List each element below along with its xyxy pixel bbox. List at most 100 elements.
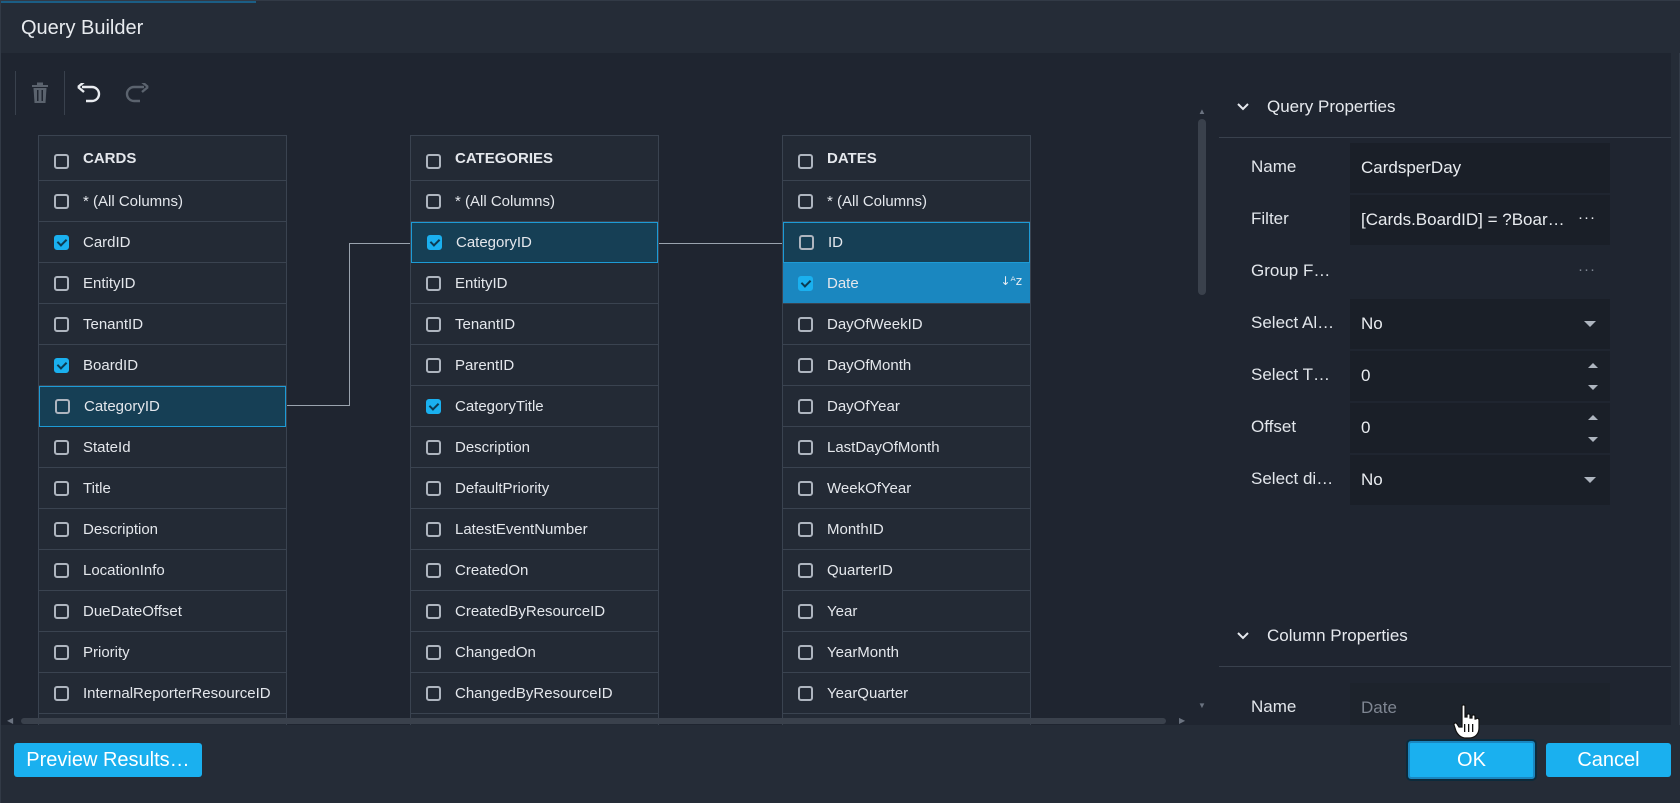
column-checkbox[interactable] bbox=[798, 193, 813, 209]
column-row[interactable]: QuarterID bbox=[783, 550, 1030, 591]
column-row[interactable]: * (All Columns) bbox=[783, 181, 1030, 222]
scroll-down-arrow[interactable]: ▼ bbox=[1198, 701, 1206, 710]
column-checkbox[interactable] bbox=[54, 316, 69, 332]
column-row[interactable]: LatestEventNumber bbox=[411, 509, 658, 550]
column-checkbox[interactable] bbox=[426, 603, 441, 619]
ok-button[interactable]: OK bbox=[1408, 741, 1535, 779]
column-row[interactable]: StateId bbox=[39, 427, 286, 468]
sort-ascending-icon[interactable]: ↓ᴬz bbox=[1000, 274, 1022, 288]
column-row[interactable]: CardID bbox=[39, 222, 286, 263]
column-checkbox[interactable] bbox=[798, 685, 813, 701]
spin-up-icon[interactable] bbox=[1588, 363, 1598, 368]
column-checkbox[interactable] bbox=[798, 480, 813, 496]
undo-button[interactable] bbox=[65, 71, 113, 115]
column-row[interactable]: ID bbox=[783, 222, 1030, 263]
table-cards[interactable]: CARDS * (All Columns) CardID EntityID Tenant… bbox=[38, 135, 287, 725]
table-select-all-checkbox[interactable] bbox=[54, 153, 69, 169]
column-checkbox[interactable] bbox=[798, 357, 813, 373]
column-checkbox[interactable] bbox=[798, 316, 813, 332]
ellipsis-icon[interactable]: ··· bbox=[1578, 209, 1596, 226]
column-checkbox[interactable] bbox=[426, 357, 441, 373]
table-dates[interactable]: DATES * (All Columns) ID Date ↓ᴬz DayOfWeekID… bbox=[782, 135, 1031, 725]
table-select-all-checkbox[interactable] bbox=[426, 153, 441, 169]
property-field[interactable]: CardsperDay bbox=[1350, 143, 1610, 193]
column-row[interactable]: Priority bbox=[39, 632, 286, 673]
delete-button[interactable] bbox=[16, 71, 64, 115]
column-row[interactable]: WeekOfYear bbox=[783, 468, 1030, 509]
spin-up-icon[interactable] bbox=[1588, 415, 1598, 420]
ellipsis-icon[interactable]: ··· bbox=[1578, 261, 1596, 278]
property-field[interactable]: No bbox=[1350, 455, 1610, 505]
property-field[interactable]: [Cards.BoardID] = ?Boar… ··· bbox=[1350, 195, 1610, 245]
column-checkbox[interactable] bbox=[54, 275, 69, 291]
column-checkbox[interactable] bbox=[798, 562, 813, 578]
column-checkbox[interactable] bbox=[798, 521, 813, 537]
column-row[interactable]: Date ↓ᴬz bbox=[783, 263, 1030, 304]
table-header[interactable]: DATES bbox=[783, 136, 1030, 181]
query-properties-header[interactable]: Query Properties bbox=[1219, 76, 1671, 138]
designer-vertical-scrollbar[interactable] bbox=[1198, 119, 1206, 295]
column-checkbox[interactable] bbox=[426, 398, 441, 414]
column-row[interactable]: EntityID bbox=[39, 263, 286, 304]
spin-down-icon[interactable] bbox=[1588, 437, 1598, 442]
column-row[interactable]: YearQuarter bbox=[783, 673, 1030, 714]
table-header[interactable]: CATEGORIES bbox=[411, 136, 658, 181]
column-checkbox[interactable] bbox=[426, 193, 441, 209]
column-checkbox[interactable] bbox=[427, 235, 442, 250]
column-checkbox[interactable] bbox=[426, 480, 441, 496]
table-header[interactable]: CARDS bbox=[39, 136, 286, 181]
table-categories[interactable]: CATEGORIES * (All Columns) CategoryID Entit… bbox=[410, 135, 659, 725]
column-row[interactable]: Title bbox=[39, 468, 286, 509]
cancel-button[interactable]: Cancel bbox=[1546, 743, 1671, 777]
column-checkbox[interactable] bbox=[54, 644, 69, 660]
column-row[interactable]: YearMonth bbox=[783, 632, 1030, 673]
column-checkbox[interactable] bbox=[54, 603, 69, 619]
column-row[interactable]: CategoryTitle bbox=[411, 386, 658, 427]
scroll-left-arrow[interactable]: ◀ bbox=[7, 716, 14, 725]
column-checkbox[interactable] bbox=[426, 521, 441, 537]
column-checkbox[interactable] bbox=[798, 275, 813, 291]
redo-button[interactable] bbox=[113, 71, 161, 115]
column-checkbox[interactable] bbox=[54, 193, 69, 209]
column-checkbox[interactable] bbox=[426, 644, 441, 660]
column-checkbox[interactable] bbox=[54, 234, 69, 250]
column-checkbox[interactable] bbox=[798, 644, 813, 660]
column-row[interactable]: ParentID bbox=[411, 345, 658, 386]
scroll-right-arrow[interactable]: ▶ bbox=[1179, 716, 1186, 725]
column-row[interactable]: DueDateOffset bbox=[39, 591, 286, 632]
column-row[interactable]: EntityID bbox=[411, 263, 658, 304]
column-row[interactable]: DayOfWeekID bbox=[783, 304, 1030, 345]
property-field[interactable]: ··· bbox=[1350, 247, 1610, 297]
column-checkbox[interactable] bbox=[54, 480, 69, 496]
property-field[interactable]: 0 bbox=[1350, 403, 1610, 453]
column-row[interactable]: DayOfMonth bbox=[783, 345, 1030, 386]
column-checkbox[interactable] bbox=[54, 521, 69, 537]
column-row[interactable]: DefaultPriority bbox=[411, 468, 658, 509]
column-checkbox[interactable] bbox=[799, 235, 814, 250]
column-row[interactable]: TenantID bbox=[39, 304, 286, 345]
column-checkbox[interactable] bbox=[426, 316, 441, 332]
dropdown-arrow-icon[interactable] bbox=[1584, 321, 1596, 327]
column-properties-header[interactable]: Column Properties bbox=[1219, 605, 1671, 667]
column-checkbox[interactable] bbox=[55, 399, 70, 414]
column-row[interactable]: DayOfYear bbox=[783, 386, 1030, 427]
column-checkbox[interactable] bbox=[798, 603, 813, 619]
column-row[interactable]: Description bbox=[39, 509, 286, 550]
column-row[interactable]: ChangedByResourceID bbox=[411, 673, 658, 714]
column-checkbox[interactable] bbox=[426, 685, 441, 701]
column-row[interactable]: CategoryID bbox=[411, 222, 658, 263]
spin-down-icon[interactable] bbox=[1588, 385, 1598, 390]
column-checkbox[interactable] bbox=[54, 357, 69, 373]
column-row[interactable]: InternalReporterResourceID bbox=[39, 673, 286, 714]
property-field[interactable]: No bbox=[1350, 299, 1610, 349]
column-row[interactable]: TenantID bbox=[411, 304, 658, 345]
dropdown-arrow-icon[interactable] bbox=[1584, 477, 1596, 483]
column-row[interactable]: Year bbox=[783, 591, 1030, 632]
column-checkbox[interactable] bbox=[426, 439, 441, 455]
preview-results-button[interactable]: Preview Results… bbox=[14, 743, 202, 777]
column-row[interactable]: ChangedOn bbox=[411, 632, 658, 673]
column-checkbox[interactable] bbox=[798, 398, 813, 414]
designer-horizontal-scrollbar[interactable] bbox=[21, 718, 1166, 724]
table-select-all-checkbox[interactable] bbox=[798, 153, 813, 169]
scroll-up-arrow[interactable]: ▲ bbox=[1198, 107, 1206, 116]
